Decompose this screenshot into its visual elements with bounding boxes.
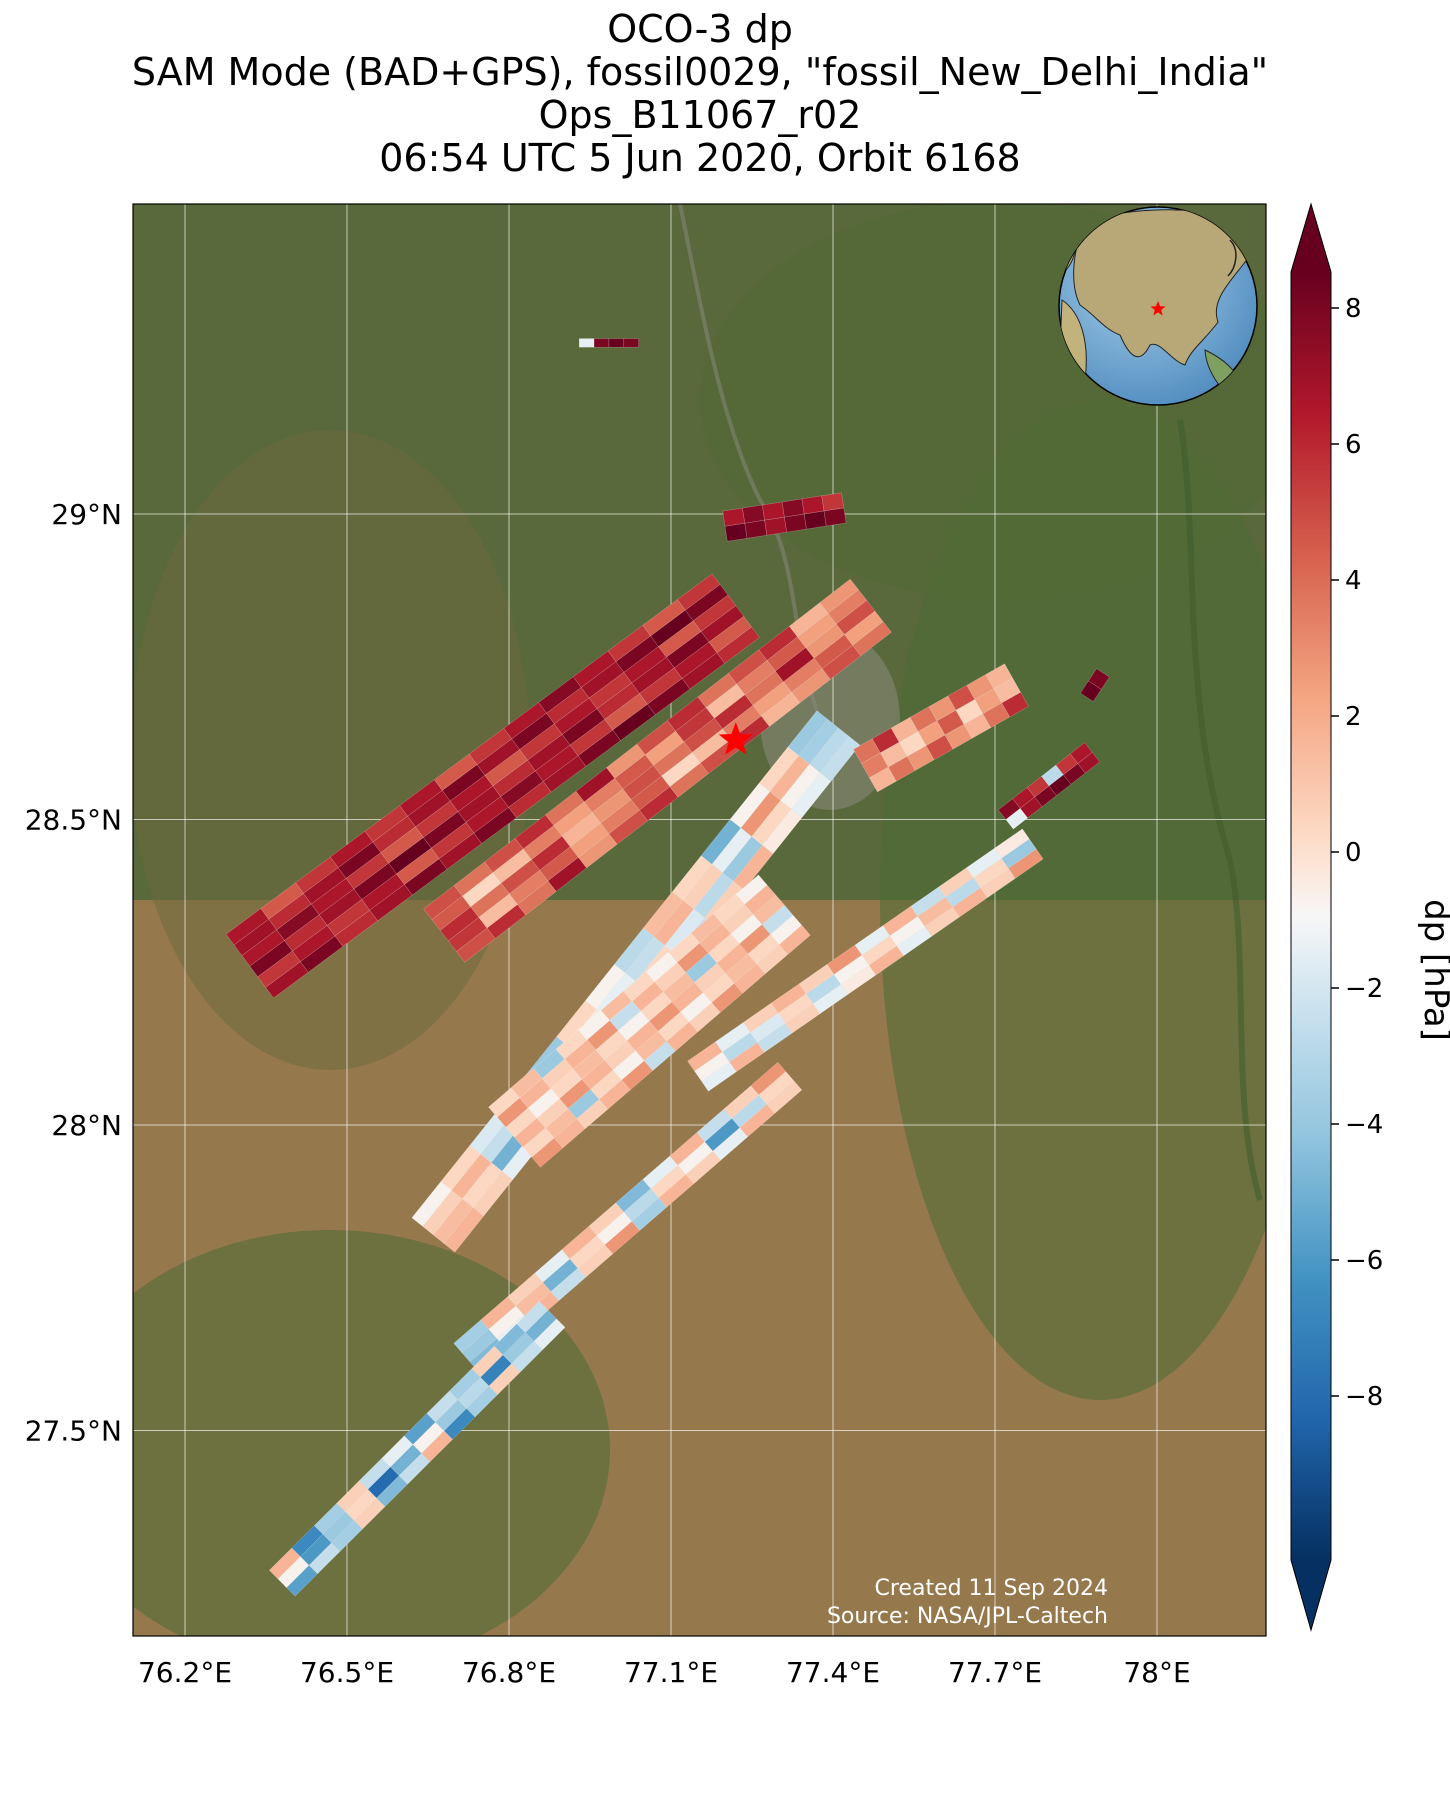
x-tick-label: 76.5°E	[300, 1656, 394, 1689]
credit-source: Source: NASA/JPL-Caltech	[826, 1604, 1108, 1629]
colorbar-label: dp [hPa]	[1416, 899, 1450, 1041]
colorbar-tick-label: 6	[1345, 430, 1362, 460]
x-tick-label: 78°E	[1123, 1656, 1190, 1689]
swath-footprint	[578, 338, 595, 348]
swath-footprint	[819, 578, 859, 614]
x-tick-label: 77.4°E	[786, 1656, 880, 1689]
x-tick-label: 77.1°E	[624, 1656, 718, 1689]
colorbar-tick-label: −8	[1345, 1382, 1383, 1412]
y-tick-label: 27.5°N	[25, 1415, 122, 1448]
red-star-icon	[1150, 301, 1166, 316]
swath-footprint	[994, 828, 1030, 859]
x-tick-label: 76.2°E	[138, 1656, 232, 1689]
swath-footprint	[623, 338, 639, 348]
colorbar-tick-label: −2	[1345, 974, 1383, 1004]
title-line-3: Ops_B11067_r02	[538, 93, 862, 137]
map-title: OCO-3 dp SAM Mode (BAD+GPS), fossil0029,…	[0, 8, 1400, 180]
title-line-1: OCO-3 dp	[607, 7, 793, 51]
inset-globe	[1058, 206, 1258, 406]
colorbar-tick-label: 0	[1345, 838, 1362, 868]
swath-footprint	[787, 710, 829, 756]
swath-footprint	[677, 573, 721, 611]
y-tick-label: 28°N	[51, 1109, 122, 1142]
swath-footprint	[608, 338, 625, 348]
swath-footprint	[985, 663, 1013, 690]
basemap	[133, 204, 1266, 1636]
swath-footprint	[735, 874, 768, 905]
x-tick-label: 76.8°E	[462, 1656, 556, 1689]
swath-footprint	[722, 507, 746, 527]
y-tick-label: 29°N	[51, 498, 122, 531]
red-star-icon	[718, 722, 753, 755]
swath-footprint	[742, 504, 765, 524]
target-marker	[718, 722, 753, 755]
swath-footprint	[750, 1061, 787, 1096]
swath-footprint	[781, 498, 805, 518]
title-line-4: 06:54 UTC 5 Jun 2020, Orbit 6168	[379, 136, 1021, 180]
swath-footprint	[762, 501, 785, 521]
map-frame	[132, 203, 1267, 1637]
title-line-2: SAM Mode (BAD+GPS), fossil0029, "fossil_…	[131, 50, 1269, 94]
red-star-icon	[1150, 301, 1166, 316]
swath-footprint	[1069, 742, 1093, 764]
colorbar: 8 6 4 2 0 −2 −4 −6 −8 dp [hPa]	[1290, 202, 1450, 1632]
swath-footprint	[593, 338, 610, 348]
swath-footprint	[821, 492, 845, 512]
colorbar-tick-label: 2	[1345, 702, 1362, 732]
colorbar-tick-label: 4	[1345, 566, 1362, 596]
y-axis-ticks: 29°N 28.5°N 28°N 27.5°N	[25, 498, 122, 1448]
colorbar-tick-label: −4	[1345, 1110, 1383, 1140]
credit-created: Created 11 Sep 2024	[874, 1576, 1109, 1601]
colorbar-tick-label: 8	[1345, 294, 1362, 324]
x-tick-label: 77.7°E	[948, 1656, 1042, 1689]
data-swaths	[225, 338, 1110, 1597]
swath-footprint	[1088, 668, 1110, 690]
colorbar-tick-label: −6	[1345, 1246, 1383, 1276]
x-axis-ticks: 76.2°E 76.5°E 76.8°E 77.1°E 77.4°E 77.7°E 78°E	[138, 1656, 1191, 1689]
swath-footprint	[516, 1301, 549, 1333]
y-tick-label: 28.5°N	[25, 804, 122, 837]
swath-footprint	[801, 495, 825, 515]
colorbar-ticks: 8 6 4 2 0 −2 −4 −6 −8	[1331, 294, 1383, 1412]
